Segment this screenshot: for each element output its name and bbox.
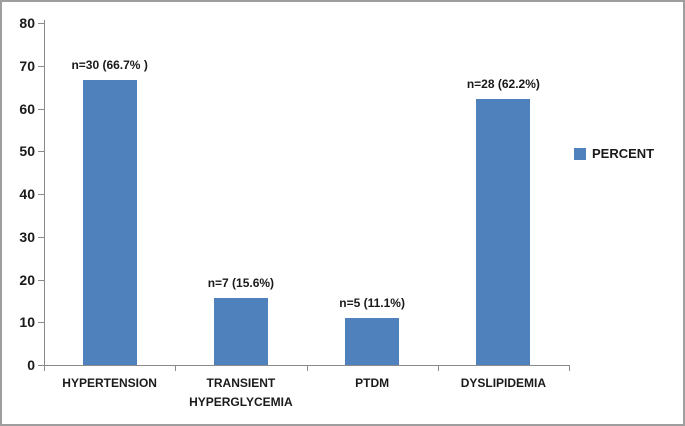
y-tick-label: 60 <box>19 100 35 117</box>
x-tick <box>569 365 570 371</box>
legend: PERCENT <box>574 146 654 161</box>
y-axis-line <box>44 20 45 365</box>
y-tick-label: 40 <box>19 186 35 202</box>
y-tick-label: 0 <box>27 357 35 373</box>
bar-label-ptdm: n=5 (11.1%) <box>339 295 405 310</box>
y-tick <box>38 279 44 281</box>
y-tick <box>38 236 44 238</box>
bar-transient-hyperglycemia <box>213 298 268 365</box>
x-category-label-hypertension: HYPERTENSION <box>62 376 157 390</box>
y-tick <box>38 23 44 24</box>
bar-dyslipidemia <box>476 99 531 365</box>
y-tick <box>38 322 44 324</box>
x-tick <box>437 365 439 371</box>
y-tick <box>38 365 44 366</box>
legend-label-percent: PERCENT <box>592 146 655 161</box>
y-tick <box>38 194 44 195</box>
y-tick-label: 10 <box>19 314 35 331</box>
y-tick <box>38 65 44 67</box>
y-tick-label: 20 <box>19 271 35 288</box>
y-tick <box>38 108 44 110</box>
x-tick <box>175 365 177 371</box>
x-category-label-dyslipidemia: DYSLIPIDEMIA <box>460 376 547 390</box>
x-category-label-transient-hyperglycemia: TRANSIENT HYPERGLYCEMIA <box>189 376 293 409</box>
y-tick <box>38 151 44 153</box>
y-tick-label: 70 <box>19 57 35 74</box>
bar-ptdm <box>345 317 400 365</box>
bar-label-hypertension: n=30 (66.7% ) <box>71 57 148 72</box>
bar-label-transient-hyperglycemia: n=7 (15.6%) <box>207 276 275 291</box>
bar-label-dyslipidemia: n=28 (62.2%) <box>466 77 540 92</box>
x-tick <box>44 365 45 371</box>
y-tick-label: 30 <box>19 228 35 245</box>
x-category-label-ptdm: PTDM <box>355 376 390 390</box>
x-tick <box>306 365 308 371</box>
y-tick-label: 50 <box>19 143 35 160</box>
bar-hypertension <box>82 79 137 365</box>
y-tick-label: 80 <box>19 15 35 31</box>
legend-marker-percent <box>574 147 586 160</box>
